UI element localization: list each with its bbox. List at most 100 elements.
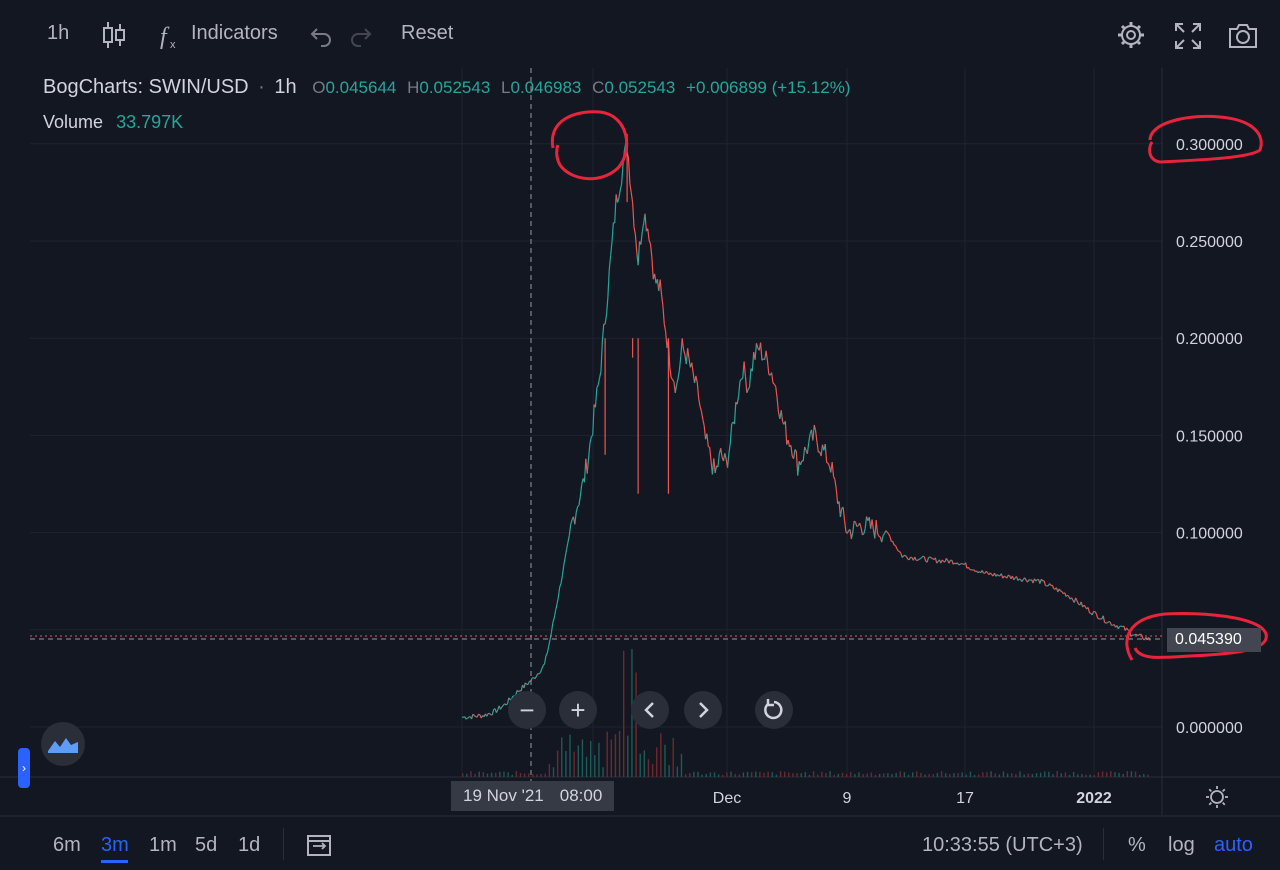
volume-bar (845, 773, 848, 777)
range-6m[interactable]: 6m (53, 834, 81, 856)
price-segment (467, 716, 470, 719)
candles-icon[interactable] (102, 18, 126, 57)
logo-icon (48, 738, 78, 753)
price-segment (941, 559, 945, 562)
price-segment (597, 377, 601, 385)
tradingview-logo[interactable] (41, 722, 85, 766)
volume-bar (548, 763, 551, 777)
settings-icon[interactable] (1116, 20, 1146, 55)
indicators-button[interactable]: Indicators (191, 22, 278, 44)
range-1d[interactable]: 1d (238, 834, 261, 856)
zoom-out-button[interactable]: − (508, 691, 546, 729)
volume-bar (478, 771, 480, 777)
price-segment (651, 257, 654, 280)
price-segment (524, 682, 528, 685)
range-1m[interactable]: 1m (149, 834, 177, 856)
date-range-icon[interactable] (306, 832, 332, 863)
minus-icon: − (519, 694, 535, 725)
price-segment (892, 540, 895, 546)
volume-label: Volume (43, 112, 104, 132)
volume-bar (858, 772, 860, 777)
volume-bar (701, 774, 703, 777)
price-segment (1015, 576, 1019, 581)
interval-button[interactable]: 1h (47, 22, 70, 44)
volume-bar (622, 650, 625, 777)
reset-button[interactable]: Reset (401, 22, 454, 44)
percent-toggle[interactable]: % (1128, 834, 1146, 856)
zoom-in-button[interactable]: + (559, 691, 597, 729)
fullscreen-icon[interactable] (1174, 22, 1202, 55)
price-segment (575, 506, 579, 513)
volume-bar (767, 771, 769, 777)
price-segment (1142, 638, 1145, 641)
volume-bar (1105, 772, 1108, 777)
price-segment (465, 717, 468, 720)
annotation-circle-price-top (1148, 114, 1263, 164)
price-segment (696, 382, 700, 399)
scroll-right-button[interactable] (684, 691, 722, 729)
price-segment (1104, 621, 1107, 624)
symbol-legend: BogCharts: SWIN/USD · 1h O0.045644 H0.05… (43, 76, 851, 99)
volume-bar (1064, 772, 1067, 777)
price-segment (1126, 627, 1129, 631)
price-segment (478, 713, 481, 716)
clock-timezone[interactable]: 10:33:55 (UTC+3) (922, 834, 1083, 856)
price-segment (1040, 578, 1044, 582)
undo-icon[interactable] (309, 24, 333, 53)
volume-legend: Volume 33.797K (43, 112, 183, 133)
volume-bar (499, 771, 501, 777)
chevron-left-icon (644, 702, 654, 718)
volume-bar (829, 771, 831, 777)
price-segment (768, 374, 771, 376)
volume-bar (713, 772, 716, 777)
volume-bar (755, 771, 757, 777)
price-segment (630, 192, 634, 203)
price-segment (917, 558, 920, 561)
reset-icon (764, 699, 783, 720)
hand-annotations (550, 110, 1268, 661)
volume-bar (651, 763, 654, 777)
range-5d[interactable]: 5d (195, 834, 218, 856)
price-segment (561, 564, 565, 576)
range-3m[interactable]: 3m (101, 834, 129, 856)
price-segment (674, 384, 678, 394)
price-segment (878, 535, 881, 538)
price-segment (681, 338, 685, 350)
volume-bar (569, 734, 571, 777)
price-segment (726, 452, 730, 468)
price-segment (923, 556, 927, 562)
price-segment (601, 324, 605, 342)
volume-bar (978, 774, 980, 777)
price-segment (548, 639, 551, 647)
redo-icon[interactable] (349, 24, 373, 53)
volume-bar (1072, 771, 1075, 777)
annotation-circle-peak (550, 110, 629, 181)
side-panel-toggle[interactable]: › (18, 748, 30, 788)
price-segment (862, 533, 865, 536)
reset-view-button[interactable] (755, 691, 793, 729)
auto-toggle[interactable]: auto (1214, 834, 1253, 856)
camera-icon[interactable] (1227, 22, 1259, 55)
volume-bar (920, 772, 922, 777)
price-segment (919, 557, 922, 560)
volume-bar (1044, 771, 1046, 777)
volume-bar (771, 772, 773, 777)
volume-bar (808, 774, 811, 777)
volume-bar (916, 771, 918, 777)
log-toggle[interactable]: log (1168, 834, 1195, 856)
volume-bar (697, 771, 699, 777)
price-segment (672, 379, 675, 382)
price-segment (852, 521, 855, 533)
scroll-left-button[interactable] (631, 691, 669, 729)
price-segment (860, 527, 864, 535)
volume-bar (1019, 771, 1021, 777)
price-segment (1117, 626, 1121, 630)
price-segment (743, 361, 747, 377)
volume-bar (519, 773, 522, 777)
price-segment (1053, 587, 1056, 590)
volume-bar (668, 765, 670, 777)
symbol-name[interactable]: BogCharts: SWIN/USD (43, 76, 249, 98)
price-segment (747, 386, 751, 390)
